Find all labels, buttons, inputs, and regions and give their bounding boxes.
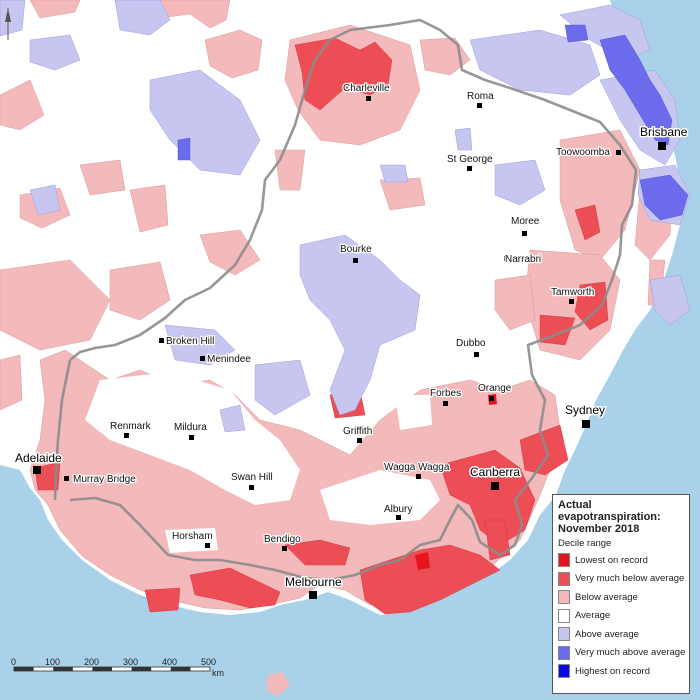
legend-label: Lowest on record	[575, 554, 648, 566]
legend-swatch	[558, 571, 570, 586]
legend-label: Average	[575, 610, 611, 622]
legend-item: Highest on record	[558, 662, 684, 681]
town-label-horsham: Horsham	[172, 531, 213, 542]
city-label-melbourne: Melbourne	[285, 575, 342, 589]
town-label-orange: Orange	[478, 383, 512, 394]
state-borders	[53, 18, 638, 582]
legend-item: Above average	[558, 625, 684, 644]
legend-title-line3: November 2018	[558, 523, 640, 535]
scale-tick-300: 300	[123, 657, 138, 667]
town-markers	[33, 96, 666, 599]
scale-tick-0: 0	[11, 657, 16, 667]
town-label-tamworth: Tamworth	[551, 287, 594, 298]
town-marker-broken-hill	[159, 338, 164, 343]
town-marker-horsham	[205, 543, 210, 548]
city-label-canberra: Canberra	[470, 465, 520, 479]
town-marker-charleville	[366, 96, 371, 101]
town-marker-bendigo	[282, 546, 287, 551]
town-marker-moree	[522, 231, 527, 236]
town-label-broken-hill: Broken Hill	[166, 336, 214, 347]
scale-tick-100: 100	[45, 657, 60, 667]
city-marker-canberra	[491, 482, 499, 490]
legend-label: Above average	[575, 628, 639, 640]
legend-swatch	[558, 553, 570, 568]
city-marker-sydney	[582, 420, 590, 428]
town-label-albury: Albury	[384, 504, 412, 515]
town-label-forbes: Forbes	[430, 388, 461, 399]
legend-swatch	[558, 627, 570, 642]
very-much-below-areas	[34, 37, 609, 615]
legend: Actual evapotranspiration: November 2018…	[552, 494, 690, 694]
legend-label: Highest on record	[575, 665, 650, 677]
town-marker-griffith	[357, 438, 362, 443]
town-marker-albury	[396, 515, 401, 520]
legend-item: Below average	[558, 588, 684, 607]
town-marker-toowoomba	[616, 150, 621, 155]
legend-item: Average	[558, 607, 684, 626]
legend-title-line2: evapotranspiration:	[558, 511, 661, 523]
town-marker-tamworth	[569, 299, 574, 304]
town-label-roma: Roma	[467, 91, 494, 102]
town-label-bendigo: Bendigo	[264, 534, 301, 545]
legend-label: Very much below average	[575, 573, 685, 585]
legend-label: Very much above average	[575, 647, 686, 659]
town-label-griffith: Griffith	[343, 426, 372, 437]
legend-subtitle: Decile range	[558, 538, 612, 549]
scale-bar: 0 100 200 300 400 500 km	[11, 657, 224, 678]
town-marker-orange	[489, 396, 494, 401]
legend-swatch	[558, 590, 570, 605]
very-much-above-areas	[177, 24, 689, 221]
town-marker-st-george	[467, 166, 472, 171]
town-marker-wagga-wagga	[416, 474, 421, 479]
town-label-dubbo: Dubbo	[456, 338, 486, 349]
legend-label: Below average	[575, 591, 638, 603]
town-marker-renmark	[124, 433, 129, 438]
city-label-brisbane: Brisbane	[640, 125, 688, 139]
town-marker-roma	[477, 103, 482, 108]
town-marker-mildura	[189, 435, 194, 440]
scale-tick-400: 400	[162, 657, 177, 667]
city-marker-melbourne	[309, 591, 317, 599]
scale-tick-500: 500	[201, 657, 216, 667]
town-label-narrabri: Narrabri	[505, 254, 541, 265]
city-label-adelaide: Adelaide	[15, 451, 62, 465]
town-marker-swan-hill	[249, 485, 254, 490]
city-marker-brisbane	[658, 142, 666, 150]
town-label-moree: Moree	[511, 216, 540, 227]
town-label-st-george: St George	[447, 154, 493, 165]
town-marker-dubbo	[474, 352, 479, 357]
town-label-wagga-wagga: Wagga Wagga	[384, 462, 450, 473]
town-label-renmark: Renmark	[110, 421, 152, 432]
north-arrow-icon	[5, 8, 11, 40]
legend-swatch	[558, 645, 570, 660]
legend-title-line1: Actual	[558, 499, 592, 511]
island	[266, 672, 290, 696]
town-label-murray-bridge: Murray Bridge	[73, 474, 136, 485]
town-label-menindee: Menindee	[207, 354, 251, 365]
city-marker-adelaide	[33, 466, 41, 474]
legend-item: Very much below average	[558, 570, 684, 589]
town-marker-narrabri	[504, 256, 509, 261]
town-labels: Charleville Roma St George Toowoomba Mor…	[14, 82, 690, 591]
town-marker-bourke	[353, 258, 358, 263]
legend-item: Very much above average	[558, 644, 686, 663]
city-label-sydney: Sydney	[565, 403, 605, 417]
town-marker-menindee	[200, 356, 205, 361]
legend-item: Lowest on record	[558, 551, 684, 570]
scale-tick-200: 200	[84, 657, 99, 667]
town-label-swan-hill: Swan Hill	[231, 472, 273, 483]
town-marker-murray-bridge	[64, 476, 69, 481]
town-label-toowoomba: Toowoomba	[556, 147, 610, 158]
town-label-charleville: Charleville	[343, 83, 390, 94]
legend-swatch	[558, 608, 570, 623]
town-label-bourke: Bourke	[340, 244, 372, 255]
town-marker-forbes	[443, 401, 448, 406]
scale-unit: km	[212, 668, 224, 678]
legend-swatch	[558, 664, 570, 679]
town-label-mildura: Mildura	[174, 422, 207, 433]
